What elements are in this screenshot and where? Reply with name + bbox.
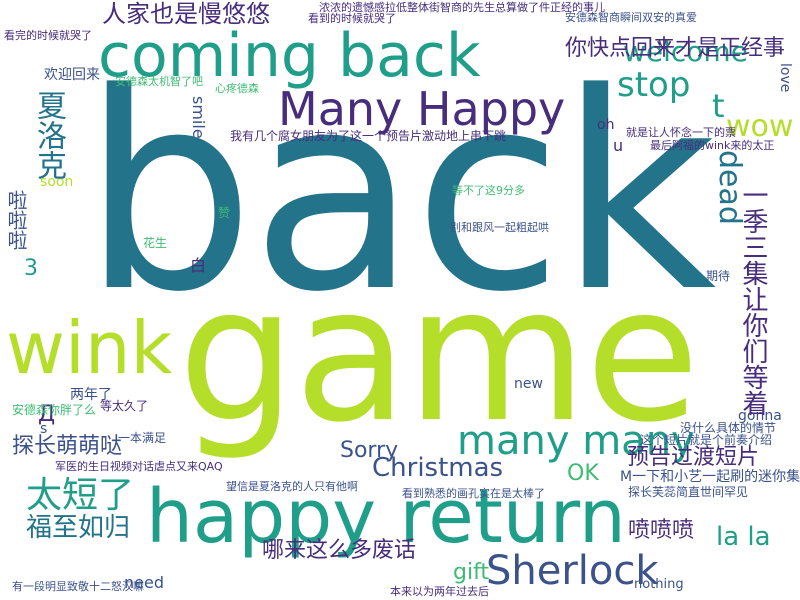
word-smoke: 安德森太机智了吧 — [115, 75, 203, 88]
word-see-hot: 看到熟悉的画孔实在是太棒了 — [402, 487, 545, 500]
word-ni-kuai-dian: 你快点回来才是正经事 — [565, 36, 786, 61]
word-stop: stop — [617, 65, 691, 105]
word-t: t — [712, 87, 725, 125]
word-short-film: 这个短片就是个前奏介绍 — [640, 433, 773, 447]
word-watched-cried: 看完的时候就哭了 — [4, 29, 92, 42]
word-season-one-two: 一季三集让你们等着 — [738, 182, 768, 416]
word-love: love — [777, 63, 793, 93]
word-two-years: 两年了 — [70, 387, 112, 403]
word-oh: oh — [597, 117, 615, 133]
word-game: game — [178, 246, 700, 463]
word-nothing: nothing — [634, 577, 684, 592]
word-smile: smile — [189, 96, 208, 139]
word-someone: 有一段明显致敬十二怒汉嘛 — [12, 580, 144, 593]
word-gift: gift — [453, 560, 490, 585]
word-period: 期待 — [706, 269, 731, 283]
word-fu-zhi-ru-gui: 福至如归 — [26, 513, 131, 543]
word-bai: 白 — [190, 256, 207, 275]
word-welcome-back-cn: 欢迎回来 — [44, 67, 100, 83]
word-cant-wait: 等不了这9分多 — [452, 184, 525, 197]
word-3: 3 — [24, 256, 38, 281]
word-too-short: 太短了 — [26, 475, 135, 516]
word-emotional: 浓浓的遗憾感拉低整体街智商的先生总算做了件正经的事儿 — [319, 1, 605, 14]
word-christmas: Christmas — [372, 453, 504, 483]
word-wow: wow — [726, 109, 794, 144]
word-d: Д — [38, 402, 56, 427]
word-lucky: 就是让人怀念一下的票 — [626, 126, 736, 139]
word-xia-luo-ke: 夏洛克 — [31, 90, 66, 180]
word-many-many: many many — [457, 418, 695, 464]
word-wink: wink — [6, 306, 173, 390]
word-back: back — [82, 36, 716, 352]
word-u: u — [613, 136, 624, 155]
word-heart: 心疼德森 — [215, 82, 259, 95]
word-m-small: M一下和小艺一起刷的迷你集 — [620, 469, 800, 485]
word-dead: dead — [712, 150, 747, 225]
word-last-wink: 最后阿福的wink来的太正 — [650, 139, 775, 152]
word-detective-cute: 探长萌萌哒 — [12, 434, 123, 459]
word-sorry: Sorry — [340, 438, 399, 463]
word-need: need — [124, 573, 164, 592]
word-la-la-cn: 啦啦啦 — [4, 190, 28, 250]
word-sherlock: Sherlock — [486, 548, 659, 594]
word-s: s — [40, 421, 48, 437]
word-army: 军医的生日视频对话虐点又来QAQ — [55, 460, 223, 473]
word-new: new — [514, 376, 543, 392]
word-together: 别和跟风一起粗起哄 — [450, 221, 549, 234]
word-no-specific: 没什么具体的情节 — [680, 421, 777, 435]
word-wait-long: 等太久了 — [100, 399, 149, 413]
word-ben-lai: 本来以为两年过去后 — [390, 585, 489, 598]
word-soon: soon — [40, 174, 74, 190]
word-welcome: welcome — [623, 35, 748, 68]
word-zan: 赞 — [218, 206, 231, 220]
word-flower: 花生 — [143, 236, 168, 250]
word-happy-return: happy return — [146, 474, 626, 560]
word-shot-cut: 探长芙蕊简直世间罕见 — [628, 485, 749, 499]
word-la-la: la la — [716, 522, 771, 552]
word-annie: 安德森智商瞬间双安的真爱 — [565, 11, 697, 24]
word-na-lai: 哪来这么多废话 — [262, 538, 417, 563]
word-coming-back: coming back — [98, 21, 481, 91]
word-gonna: gonna — [738, 408, 782, 424]
word-many-happy: Many Happy — [278, 82, 566, 136]
word-watching-cried: 看到的时候就哭了 — [308, 12, 396, 25]
word-preview-short: 预告过渡短片 — [627, 445, 760, 470]
word-wang-xia: 望信是夏洛克的人只有他啊 — [226, 480, 358, 493]
word-v: v — [658, 34, 668, 53]
word-anderson-fat: 安德森你胖了么 — [12, 403, 97, 417]
word-ok: OK — [567, 461, 599, 486]
word-ren-jia: 人家也是慢悠悠 — [102, 0, 270, 28]
word-one-full: 一本满足 — [118, 431, 167, 445]
word-zan-zan: 喷喷喷 — [628, 518, 695, 543]
word-too-excited: 我有几个腐女朋友为了这一个预告片激动地上串下跳 — [230, 129, 507, 143]
